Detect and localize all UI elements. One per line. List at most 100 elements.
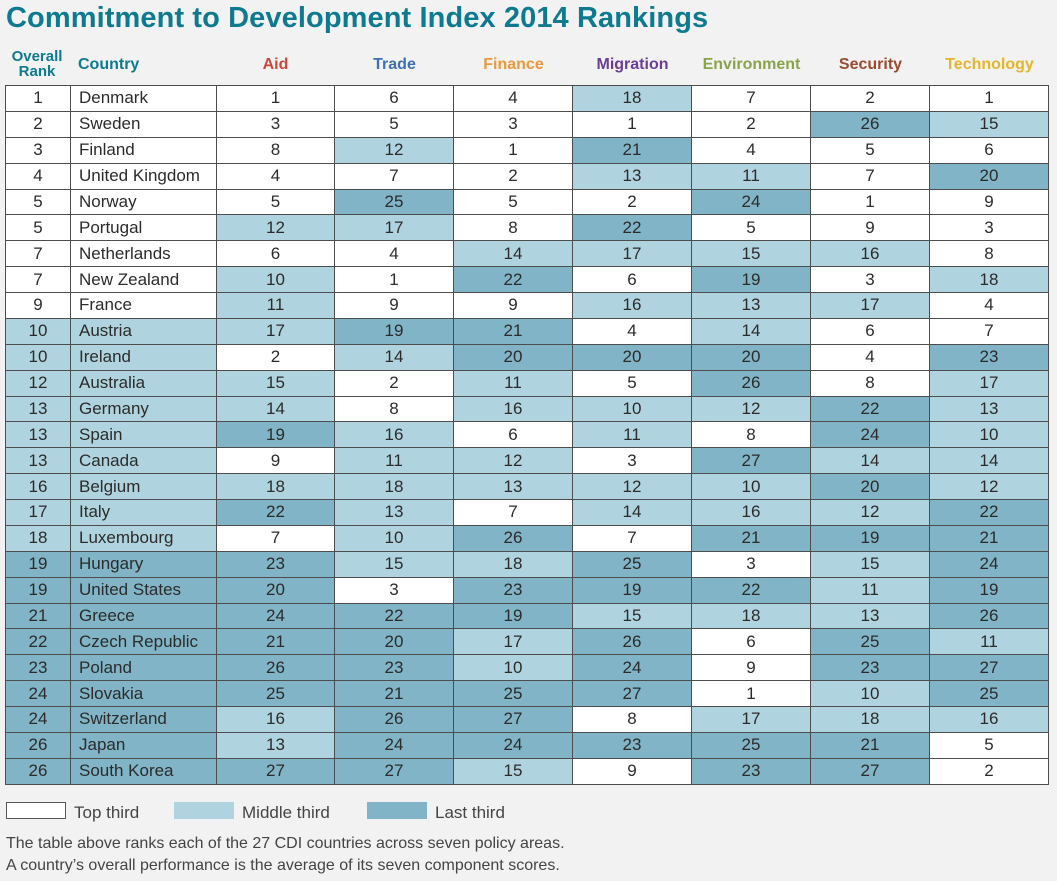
score-cell-migration: 12 bbox=[572, 473, 692, 500]
score-cell-technology: 6 bbox=[929, 136, 1049, 164]
score-cell-finance: 23 bbox=[453, 576, 573, 604]
score-cell-finance: 27 bbox=[453, 706, 573, 733]
score-cell-environment: 9 bbox=[691, 654, 811, 682]
score-cell-trade: 3 bbox=[334, 576, 454, 604]
overall-rank-cell: 21 bbox=[5, 602, 71, 630]
score-cell-finance: 12 bbox=[453, 447, 573, 475]
score-cell-trade: 19 bbox=[334, 317, 454, 345]
score-cell-migration: 15 bbox=[572, 602, 692, 630]
table-row: 5 Norway 5 25 5 2 24 1 9 bbox=[5, 188, 1049, 216]
score-cell-finance: 5 bbox=[453, 188, 573, 216]
country-cell: Austria bbox=[70, 317, 217, 345]
table-row: 19 Hungary 23 15 18 25 3 15 24 bbox=[5, 550, 1049, 578]
score-cell-security: 16 bbox=[810, 240, 930, 268]
score-cell-aid: 3 bbox=[216, 110, 335, 138]
score-cell-finance: 13 bbox=[453, 473, 573, 500]
score-cell-environment: 22 bbox=[691, 576, 811, 604]
score-cell-environment: 17 bbox=[691, 706, 811, 733]
score-cell-security: 3 bbox=[810, 266, 930, 293]
score-cell-finance: 3 bbox=[453, 110, 573, 138]
score-cell-trade: 27 bbox=[334, 757, 454, 785]
score-cell-technology: 24 bbox=[929, 550, 1049, 578]
score-cell-trade: 7 bbox=[334, 162, 454, 190]
score-cell-technology: 19 bbox=[929, 576, 1049, 604]
legend-label-middle: Middle third bbox=[242, 803, 330, 822]
overall-rank-cell: 26 bbox=[5, 757, 71, 785]
score-cell-migration: 4 bbox=[572, 317, 692, 345]
score-cell-security: 23 bbox=[810, 654, 930, 682]
legend-swatch-top bbox=[6, 802, 66, 819]
score-cell-aid: 12 bbox=[216, 214, 335, 242]
overall-rank-cell: 12 bbox=[5, 369, 71, 397]
header-trade: Trade bbox=[373, 55, 416, 73]
header-rank-line2: Rank bbox=[18, 63, 56, 80]
score-cell-aid: 24 bbox=[216, 602, 335, 630]
score-cell-technology: 27 bbox=[929, 654, 1049, 682]
country-cell: Slovakia bbox=[70, 680, 217, 707]
score-cell-technology: 10 bbox=[929, 421, 1049, 449]
score-cell-environment: 5 bbox=[691, 214, 811, 242]
overall-rank-cell: 24 bbox=[5, 680, 71, 707]
score-cell-aid: 18 bbox=[216, 473, 335, 500]
score-cell-finance: 9 bbox=[453, 292, 573, 319]
score-cell-migration: 6 bbox=[572, 266, 692, 293]
score-cell-trade: 24 bbox=[334, 731, 454, 759]
score-cell-aid: 9 bbox=[216, 447, 335, 475]
score-cell-technology: 7 bbox=[929, 317, 1049, 345]
score-cell-technology: 16 bbox=[929, 706, 1049, 733]
table-row: 5 Portugal 12 17 8 22 5 9 3 bbox=[5, 214, 1049, 242]
score-cell-environment: 21 bbox=[691, 524, 811, 552]
table-row: 13 Canada 9 11 12 3 27 14 14 bbox=[5, 447, 1049, 475]
score-cell-trade: 15 bbox=[334, 550, 454, 578]
score-cell-technology: 14 bbox=[929, 447, 1049, 475]
overall-rank-cell: 19 bbox=[5, 550, 71, 578]
table-row: 17 Italy 22 13 7 14 16 12 22 bbox=[5, 499, 1049, 526]
score-cell-trade: 11 bbox=[334, 447, 454, 475]
score-cell-aid: 10 bbox=[216, 266, 335, 293]
overall-rank-cell: 3 bbox=[5, 136, 71, 164]
score-cell-environment: 26 bbox=[691, 369, 811, 397]
table-row: 24 Slovakia 25 21 25 27 1 10 25 bbox=[5, 680, 1049, 707]
table-row: 13 Spain 19 16 6 11 8 24 10 bbox=[5, 421, 1049, 449]
score-cell-aid: 19 bbox=[216, 421, 335, 449]
country-cell: Netherlands bbox=[70, 240, 217, 268]
score-cell-migration: 14 bbox=[572, 499, 692, 526]
score-cell-migration: 7 bbox=[572, 524, 692, 552]
table-row: 19 United States 20 3 23 19 22 11 19 bbox=[5, 576, 1049, 604]
overall-rank-cell: 2 bbox=[5, 110, 71, 138]
score-cell-finance: 17 bbox=[453, 628, 573, 656]
score-cell-technology: 3 bbox=[929, 214, 1049, 242]
overall-rank-cell: 5 bbox=[5, 214, 71, 242]
score-cell-trade: 25 bbox=[334, 188, 454, 216]
table-row: 12 Australia 15 2 11 5 26 8 17 bbox=[5, 369, 1049, 397]
overall-rank-cell: 22 bbox=[5, 628, 71, 656]
score-cell-trade: 16 bbox=[334, 421, 454, 449]
score-cell-trade: 12 bbox=[334, 136, 454, 164]
score-cell-aid: 13 bbox=[216, 731, 335, 759]
score-cell-trade: 1 bbox=[334, 266, 454, 293]
score-cell-migration: 19 bbox=[572, 576, 692, 604]
score-cell-environment: 7 bbox=[691, 85, 811, 112]
overall-rank-cell: 13 bbox=[5, 395, 71, 423]
score-cell-technology: 8 bbox=[929, 240, 1049, 268]
score-cell-aid: 21 bbox=[216, 628, 335, 656]
score-cell-technology: 17 bbox=[929, 369, 1049, 397]
score-cell-migration: 23 bbox=[572, 731, 692, 759]
header-country: Country bbox=[78, 55, 140, 73]
score-cell-migration: 21 bbox=[572, 136, 692, 164]
country-cell: Italy bbox=[70, 499, 217, 526]
score-cell-technology: 12 bbox=[929, 473, 1049, 500]
table-row: 2 Sweden 3 5 3 1 2 26 15 bbox=[5, 110, 1049, 138]
score-cell-security: 7 bbox=[810, 162, 930, 190]
score-cell-security: 11 bbox=[810, 576, 930, 604]
country-cell: Ireland bbox=[70, 343, 217, 371]
score-cell-technology: 11 bbox=[929, 628, 1049, 656]
rankings-table-body: 1 Denmark 1 6 4 18 7 2 1 2 Sweden 3 5 3 1 2 26 15 3 Finland… bbox=[5, 85, 1049, 785]
score-cell-finance: 16 bbox=[453, 395, 573, 423]
score-cell-trade: 17 bbox=[334, 214, 454, 242]
score-cell-finance: 26 bbox=[453, 524, 573, 552]
country-cell: Belgium bbox=[70, 473, 217, 500]
score-cell-security: 8 bbox=[810, 369, 930, 397]
country-cell: New Zealand bbox=[70, 266, 217, 293]
score-cell-migration: 24 bbox=[572, 654, 692, 682]
